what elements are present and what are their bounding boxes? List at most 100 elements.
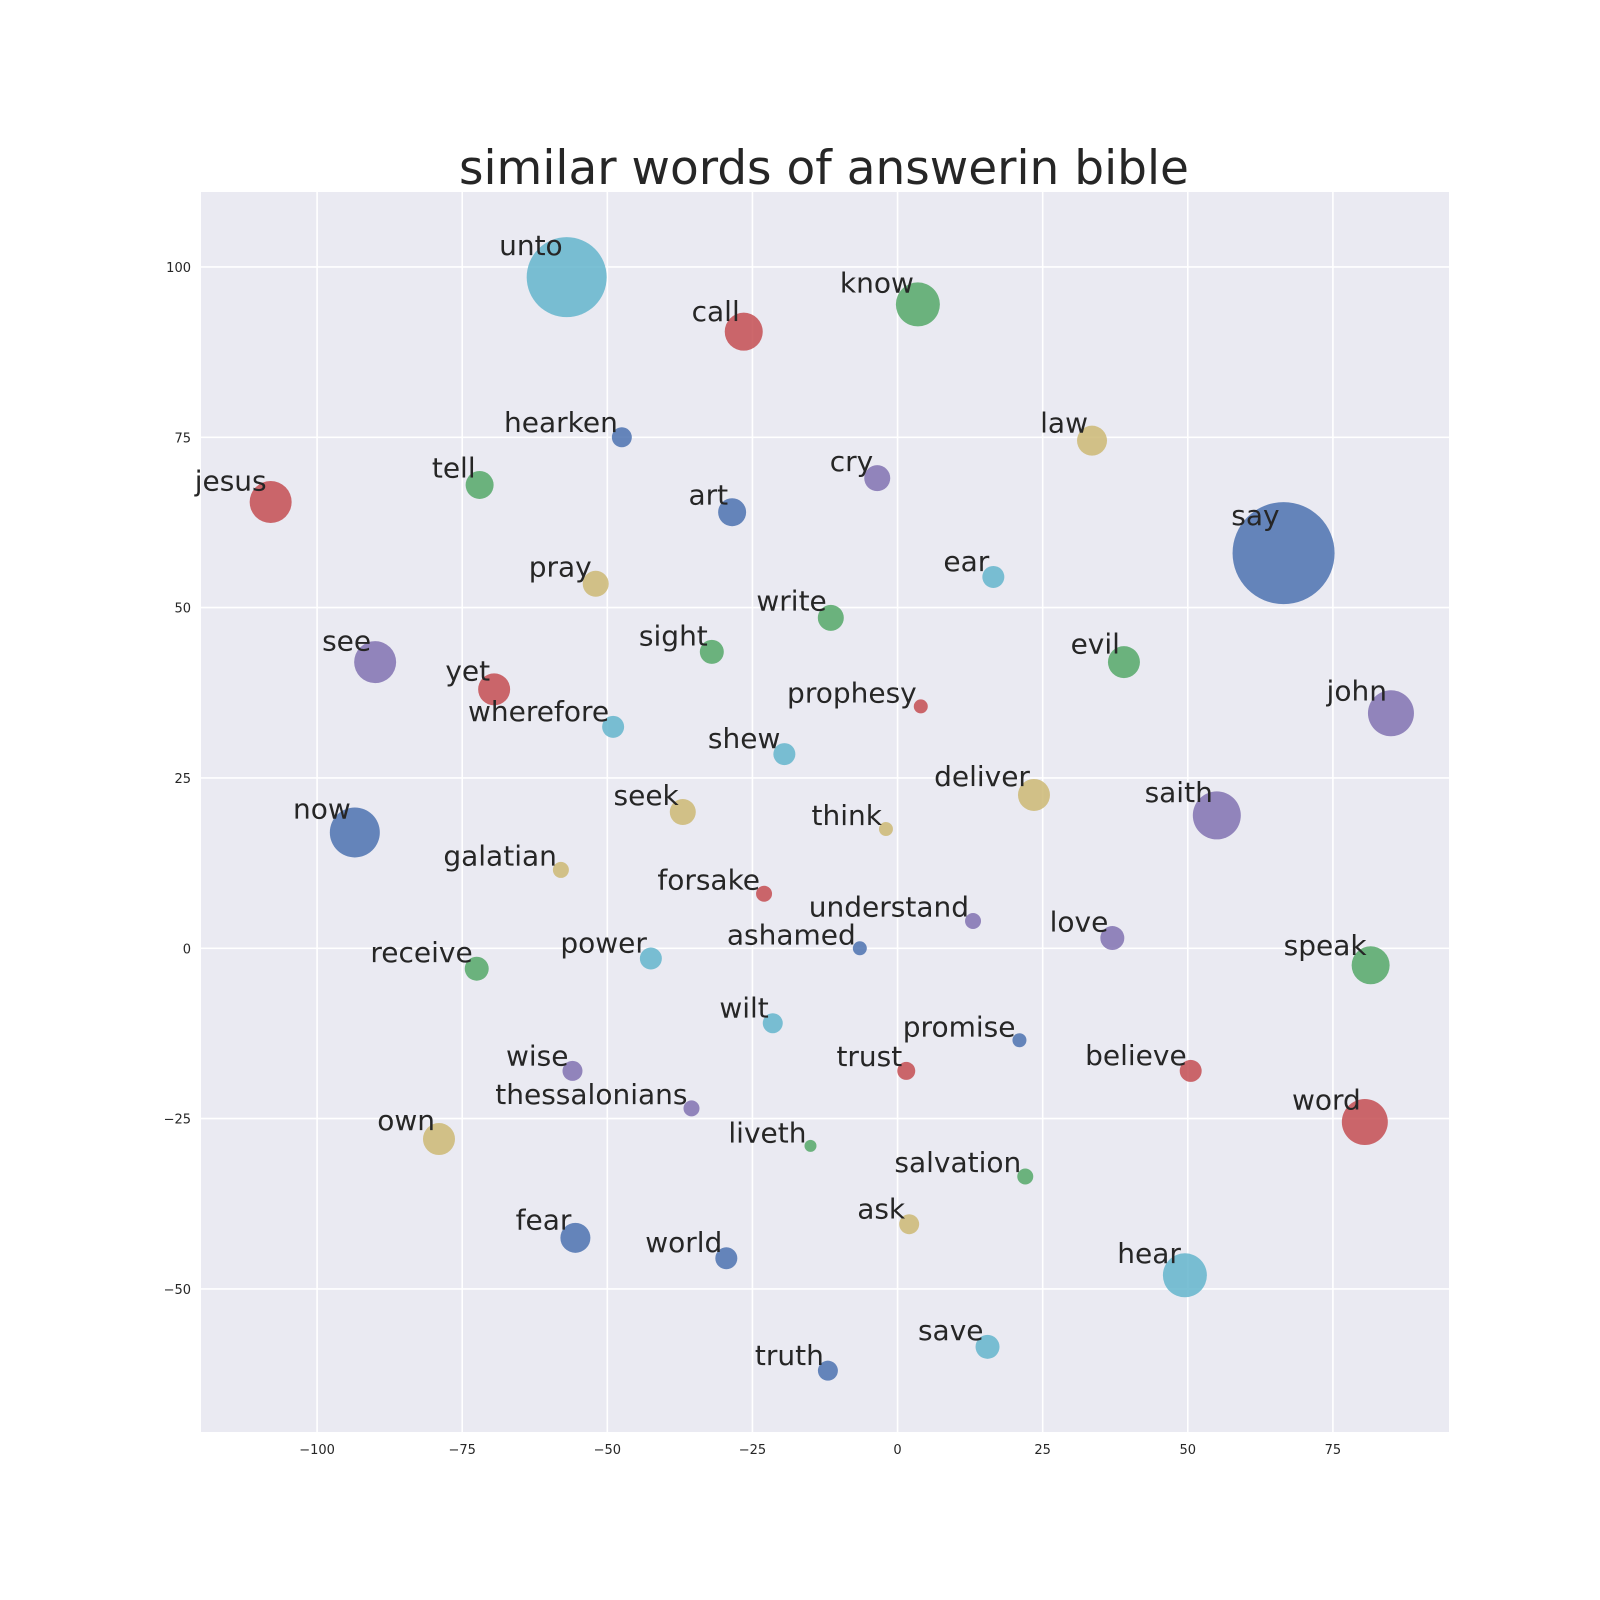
label-own: own	[377, 1104, 435, 1137]
point-know	[895, 282, 940, 327]
label-wilt: wilt	[719, 992, 768, 1025]
point-save	[975, 1334, 1000, 1359]
point-hear	[1162, 1253, 1207, 1298]
point-fear	[560, 1222, 591, 1253]
point-sight	[699, 639, 724, 664]
label-prophesy: prophesy	[787, 677, 917, 710]
point-jesus	[249, 481, 292, 523]
points	[249, 237, 1414, 1381]
point-promise	[1012, 1033, 1027, 1048]
point-liveth	[804, 1139, 817, 1152]
label-see: see	[322, 625, 371, 658]
point-world	[715, 1247, 738, 1270]
label-cry: cry	[830, 445, 873, 478]
plot-area	[201, 192, 1449, 1432]
label-art: art	[688, 479, 728, 512]
y-tick-label: −50	[164, 1283, 191, 1298]
label-save: save	[918, 1314, 984, 1347]
point-understand	[965, 913, 982, 930]
label-liveth: liveth	[728, 1117, 806, 1150]
point-ear	[982, 565, 1005, 588]
label-understand: understand	[809, 891, 969, 924]
point-wherefore	[602, 715, 625, 738]
point-forsake	[756, 885, 773, 902]
point-deliver	[1017, 778, 1050, 811]
point-evil	[1107, 646, 1140, 679]
point-word	[1341, 1099, 1388, 1145]
point-salvation	[1017, 1168, 1034, 1185]
label-ashamed: ashamed	[727, 918, 856, 951]
point-now	[329, 807, 380, 858]
label-truth: truth	[755, 1339, 824, 1372]
point-own	[422, 1123, 455, 1156]
label-thessalonians: thessalonians	[495, 1078, 687, 1111]
point-receive	[464, 956, 489, 981]
label-receive: receive	[370, 936, 472, 969]
label-salvation: salvation	[894, 1146, 1021, 1179]
point-art	[718, 498, 747, 527]
point-shew	[773, 743, 796, 766]
point-thessalonians	[683, 1100, 700, 1117]
label-jesus: jesus	[194, 464, 267, 497]
point-say	[1232, 502, 1335, 605]
point-unto	[526, 237, 607, 318]
point-john	[1367, 690, 1414, 737]
label-deliver: deliver	[934, 760, 1030, 793]
axis-ticks: −100 −75 −50 −25 0 25 50 75 −50 −25 0 25 50 75 100	[164, 261, 1342, 1458]
label-unto: unto	[499, 229, 563, 262]
point-galatian	[552, 861, 569, 878]
word-labels: unto know call hearken law tell cry jesus art say…	[194, 229, 1387, 1372]
label-think: think	[811, 799, 882, 832]
label-evil: evil	[1071, 627, 1120, 660]
label-law: law	[1040, 406, 1088, 439]
label-world: world	[645, 1226, 722, 1259]
point-wilt	[762, 1013, 783, 1034]
point-call	[724, 312, 763, 351]
point-trust	[897, 1061, 916, 1080]
point-tell	[465, 470, 494, 499]
label-yet: yet	[445, 655, 490, 688]
point-prophesy	[913, 699, 928, 714]
x-tick-label: −75	[448, 1443, 475, 1458]
label-love: love	[1050, 905, 1109, 938]
label-ear: ear	[943, 545, 989, 578]
label-word: word	[1292, 1083, 1361, 1116]
point-law	[1077, 425, 1108, 456]
label-write: write	[756, 585, 826, 618]
label-hear: hear	[1117, 1237, 1181, 1270]
label-hearken: hearken	[504, 406, 618, 439]
y-tick-label: 0	[183, 942, 191, 957]
x-tick-label: 50	[1180, 1443, 1197, 1458]
point-write	[817, 604, 844, 631]
x-tick-label: −50	[594, 1443, 621, 1458]
point-pray	[582, 570, 609, 597]
y-tick-label: 50	[174, 602, 191, 617]
point-wise	[562, 1060, 583, 1081]
y-tick-label: 100	[166, 261, 191, 276]
label-pray: pray	[529, 551, 592, 584]
label-forsake: forsake	[657, 863, 760, 896]
label-seek: seek	[614, 779, 680, 812]
label-galatian: galatian	[443, 840, 557, 873]
label-power: power	[560, 926, 647, 959]
label-speak: speak	[1284, 929, 1368, 962]
point-truth	[817, 1360, 838, 1381]
label-trust: trust	[836, 1040, 902, 1073]
point-yet	[478, 673, 511, 706]
label-say: say	[1231, 499, 1279, 532]
label-wherefore: wherefore	[468, 695, 609, 728]
label-tell: tell	[432, 451, 476, 484]
point-ashamed	[852, 941, 867, 956]
label-know: know	[840, 266, 914, 299]
label-fear: fear	[516, 1204, 572, 1237]
label-wise: wise	[506, 1039, 569, 1072]
point-ask	[899, 1214, 920, 1235]
point-speak	[1351, 946, 1390, 985]
point-believe	[1179, 1059, 1202, 1082]
chart-title: similar words of answerin bible	[459, 141, 1189, 196]
point-love	[1100, 926, 1125, 951]
label-john: john	[1326, 675, 1387, 708]
point-power	[639, 947, 662, 970]
point-saith	[1192, 791, 1241, 840]
x-tick-label: 0	[893, 1443, 901, 1458]
